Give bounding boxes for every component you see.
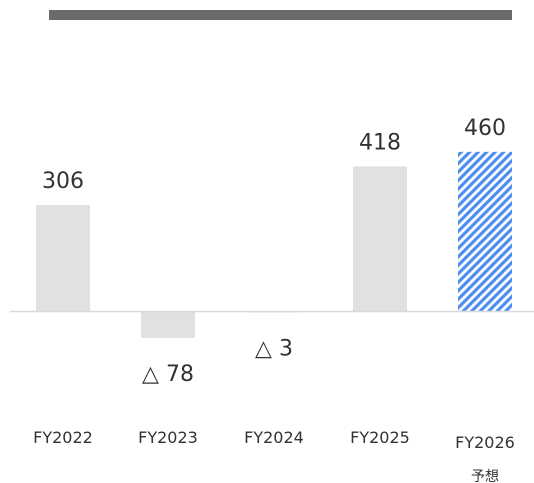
x-tick-label: FY2025 — [350, 428, 410, 447]
bar-fy2025 — [353, 166, 407, 311]
value-label: △ 3 — [255, 337, 293, 362]
bar-fy2022 — [36, 205, 90, 311]
value-label: 418 — [359, 130, 401, 155]
x-tick-label: FY2022 — [33, 428, 93, 447]
x-tick-label: FY2024 — [244, 428, 304, 447]
value-label: 306 — [42, 169, 84, 194]
x-tick-sublabel: 予想 — [471, 469, 499, 483]
value-label: △ 78 — [142, 362, 194, 387]
value-label: 460 — [464, 116, 506, 141]
x-tick-label: FY2026 — [455, 433, 515, 452]
bar-fy2026 — [458, 151, 512, 311]
x-tick-label: FY2023 — [138, 428, 198, 447]
header-bar — [49, 10, 512, 20]
bar-fy2023 — [141, 311, 195, 338]
